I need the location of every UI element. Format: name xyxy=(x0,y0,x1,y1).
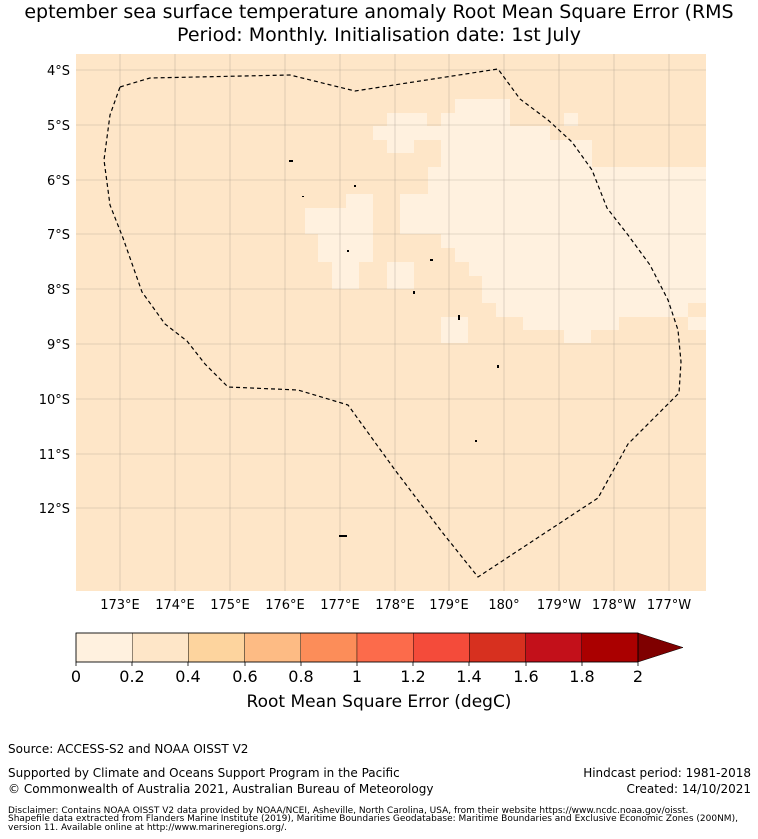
lon-label: 179°E xyxy=(429,598,469,613)
colorbar-swatch xyxy=(469,632,526,663)
lat-label: 10°S xyxy=(39,393,70,408)
lat-label: 8°S xyxy=(47,283,70,298)
islands xyxy=(289,160,499,537)
lon-label: 173°E xyxy=(100,598,140,613)
colorbar-swatch xyxy=(131,632,189,663)
colorbar-swatch xyxy=(188,632,245,663)
colorbar-tick-label: 1 xyxy=(351,667,363,686)
colorbar-swatch xyxy=(581,632,639,663)
colorbar-ticks xyxy=(75,662,639,666)
colorbar-swatch xyxy=(525,632,582,663)
lon-label: 176°E xyxy=(265,598,305,613)
lat-label: 12°S xyxy=(39,502,70,517)
colorbar-tick-label: 1.4 xyxy=(456,667,482,686)
lon-label: 180° xyxy=(488,598,519,613)
colorbar-tick-label: 2 xyxy=(632,667,644,686)
colorbar-tick-label: 1.8 xyxy=(569,667,595,686)
colorbar-tick-label: 0.8 xyxy=(288,667,314,686)
lon-label: 179°W xyxy=(537,598,581,613)
hindcast-period: Hindcast period: 1981-2018 xyxy=(583,766,751,780)
created-date: Created: 14/10/2021 xyxy=(626,782,751,796)
lon-label: 174°E xyxy=(155,598,195,613)
lat-label: 11°S xyxy=(39,448,70,463)
colorbar-tick-label: 0.4 xyxy=(175,667,201,686)
disclaimer-line1: Disclaimer: Contains NOAA OISST V2 data … xyxy=(8,806,689,816)
lat-label: 7°S xyxy=(47,228,70,243)
source-text: Source: ACCESS-S2 and NOAA OISST V2 xyxy=(8,742,249,756)
disclaimer-line3: version 11. Available online at http://w… xyxy=(8,823,287,833)
lon-label: 178°E xyxy=(375,598,415,613)
map-title-line1: eptember sea surface temperature anomaly… xyxy=(24,1,734,23)
colorbar-swatch xyxy=(244,632,302,663)
lat-label: 5°S xyxy=(47,119,70,134)
lon-label: 178°W xyxy=(592,598,636,613)
lon-label: 177°E xyxy=(320,598,360,613)
lon-label: 177°W xyxy=(647,598,691,613)
lat-label: 9°S xyxy=(47,338,70,353)
colorbar-swatch xyxy=(356,632,414,663)
colorbar-extend-arrow xyxy=(637,632,684,663)
colorbar-swatch xyxy=(300,632,358,663)
map-title-line2: Period: Monthly. Initialisation date: 1s… xyxy=(177,24,581,46)
copyright-text: © Commonwealth of Australia 2021, Austra… xyxy=(8,782,434,796)
lat-label: 6°S xyxy=(47,174,70,189)
colorbar xyxy=(75,632,639,663)
colorbar-swatch xyxy=(75,632,133,663)
eez-boundary xyxy=(103,68,682,578)
colorbar-swatch xyxy=(413,632,470,663)
low-error-region xyxy=(305,99,706,343)
colorbar-tick-label: 0.6 xyxy=(232,667,258,686)
lat-label: 4°S xyxy=(47,64,70,79)
colorbar-tick-label: 0.2 xyxy=(119,667,145,686)
lon-label: 175°E xyxy=(210,598,250,613)
colorbar-tick-label: 0 xyxy=(70,667,82,686)
disclaimer-line2: Shapefile data extracted from Flanders M… xyxy=(8,814,738,824)
supported-text: Supported by Climate and Oceans Support … xyxy=(8,766,400,780)
graticule xyxy=(76,54,706,591)
colorbar-title: Root Mean Square Error (degC) xyxy=(246,692,512,712)
colorbar-tick-label: 1.6 xyxy=(513,667,539,686)
colorbar-tick-label: 1.2 xyxy=(400,667,426,686)
